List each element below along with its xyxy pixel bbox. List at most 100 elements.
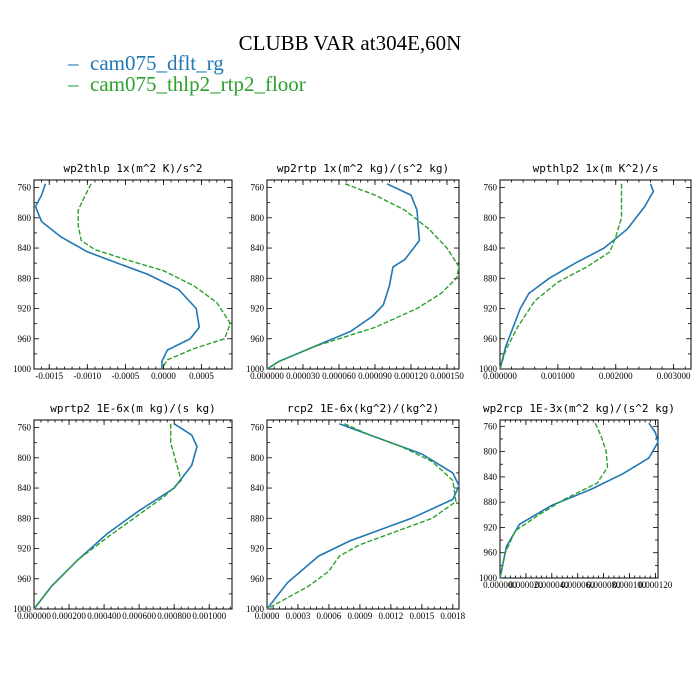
y-tick-label: 760 [484, 183, 498, 193]
y-tick-label: 800 [251, 453, 265, 463]
panel-title: rcp2 1E-6x(kg^2)/(kg^2) [287, 402, 439, 415]
y-tick-label: 960 [484, 334, 498, 344]
y-tick-label: 920 [251, 304, 265, 314]
series-line-thlp2-rtp2-floor [33, 423, 182, 610]
y-tick-label: 840 [18, 483, 32, 493]
x-tick-label: 0.000600 [122, 611, 156, 621]
x-tick-label: 0.0000 [151, 371, 176, 381]
legend-dash-2: – [67, 72, 79, 96]
x-tick-label: 0.000400 [87, 611, 121, 621]
y-tick-label: 800 [251, 213, 265, 223]
y-tick-label: 1000 [13, 364, 32, 374]
panel-title: wp2thlp 1x(m^2 K)/s^2 [63, 162, 202, 175]
y-tick-label: 1000 [479, 573, 498, 583]
plot-frame [266, 179, 460, 370]
y-tick-label: 760 [251, 423, 265, 433]
x-tick-label: 0.0000 [255, 611, 280, 621]
x-tick-label: 0.0018 [440, 611, 465, 621]
x-tick-label: 0.000090 [358, 371, 392, 381]
y-tick-label: 800 [484, 213, 498, 223]
y-tick-label: 880 [484, 497, 498, 507]
panels: wp2thlp 1x(m^2 K)/s^2 760 800 840 880 920 960 1… [13, 162, 692, 621]
x-tick-label: -0.0010 [73, 371, 101, 381]
x-tick-label: 0.000000 [17, 611, 51, 621]
x-tick-label: -0.0015 [35, 371, 63, 381]
y-tick-label: 920 [18, 304, 32, 314]
series-line-dflt-rg [499, 183, 655, 370]
y-tick-label: 1000 [246, 364, 265, 374]
x-tick-label: 0.002000 [599, 371, 633, 381]
series-line-thlp2-rtp2-floor [499, 183, 623, 370]
y-tick-label: 960 [18, 574, 32, 584]
y-tick-label: 920 [18, 544, 32, 554]
x-tick-label: 0.001000 [192, 611, 226, 621]
x-tick-label: -0.0005 [112, 371, 140, 381]
plot-frame [266, 419, 460, 610]
plot-frame [33, 179, 233, 370]
y-tick-label: 840 [18, 243, 32, 253]
panel-title: wpthlp2 1x(m K^2)/s [533, 162, 659, 175]
x-tick-label: 0.000120 [639, 580, 673, 590]
y-tick-label: 760 [18, 423, 32, 433]
x-tick-label: 0.000200 [52, 611, 86, 621]
y-tick-label: 840 [484, 243, 498, 253]
y-tick-label: 760 [484, 421, 498, 431]
y-tick-label: 800 [18, 453, 32, 463]
y-tick-label: 880 [18, 513, 32, 523]
y-tick-label: 960 [484, 548, 498, 558]
panel-title: wp2rtp 1x(m^2 kg)/(s^2 kg) [277, 162, 449, 175]
x-tick-label: 0.0012 [378, 611, 403, 621]
series-line-dflt-rg [266, 183, 421, 370]
panel-6: wp2rcp 1E-3x(m^2 kg)/(s^2 kg) 760 800 840 88… [479, 402, 675, 590]
panel-1: wp2thlp 1x(m^2 K)/s^2 760 800 840 880 920 960 1… [13, 162, 233, 381]
series-line-dflt-rg [34, 183, 201, 369]
panel-title: wprtp2 1E-6x(m kg)/(s kg) [50, 402, 216, 415]
x-tick-label: 0.000040 [535, 580, 569, 590]
y-tick-label: 840 [484, 472, 498, 482]
x-tick-label: 0.000060 [322, 371, 356, 381]
x-tick-label: 0.000000 [483, 580, 517, 590]
legend-label-2: cam075_thlp2_rtp2_floor [90, 72, 306, 96]
series-line-thlp2-rtp2-floor [77, 183, 232, 370]
x-tick-label: 0.003000 [657, 371, 691, 381]
panel-4: wprtp2 1E-6x(m kg)/(s kg) 760 800 840 880 920… [13, 402, 233, 621]
x-tick-label: 0.0009 [348, 611, 373, 621]
y-tick-label: 880 [18, 273, 32, 283]
y-tick-label: 800 [18, 213, 32, 223]
series-line-dflt-rg [499, 422, 659, 579]
panel-3: wpthlp2 1x(m K^2)/s 760 800 840 880 920 960 100… [479, 162, 692, 381]
figure-title: CLUBB VAR at304E,60N [239, 31, 462, 55]
y-tick-label: 960 [18, 334, 32, 344]
x-tick-label: 0.0005 [189, 371, 214, 381]
y-tick-label: 840 [251, 483, 265, 493]
legend-label-1: cam075_dflt_rg [90, 51, 224, 75]
series-line-thlp2-rtp2-floor [499, 422, 609, 579]
legend-dash-1: – [67, 51, 79, 75]
plot-frame [499, 419, 659, 579]
y-tick-label: 960 [251, 574, 265, 584]
y-tick-label: 1000 [246, 604, 265, 614]
y-tick-label: 840 [251, 243, 265, 253]
y-tick-label: 920 [251, 544, 265, 554]
x-tick-label: 0.0006 [317, 611, 342, 621]
y-tick-label: 920 [484, 522, 498, 532]
x-tick-label: 0.000080 [587, 580, 621, 590]
x-tick-label: 0.000150 [430, 371, 464, 381]
y-tick-label: 760 [251, 183, 265, 193]
y-tick-label: 880 [484, 273, 498, 283]
x-tick-label: 0.000020 [509, 580, 543, 590]
x-tick-label: 0.001000 [541, 371, 575, 381]
x-tick-label: 0.000060 [561, 580, 595, 590]
y-tick-label: 760 [18, 183, 32, 193]
x-tick-label: 0.0003 [286, 611, 311, 621]
y-tick-label: 880 [251, 513, 265, 523]
y-tick-label: 960 [251, 334, 265, 344]
series-line-dflt-rg [266, 423, 460, 610]
y-tick-label: 800 [484, 447, 498, 457]
plot-frame [33, 419, 233, 610]
x-tick-label: 0.000800 [157, 611, 191, 621]
x-tick-label: 0.000030 [286, 371, 320, 381]
x-tick-label: 0.000100 [613, 580, 647, 590]
x-tick-label: 0.0015 [409, 611, 434, 621]
